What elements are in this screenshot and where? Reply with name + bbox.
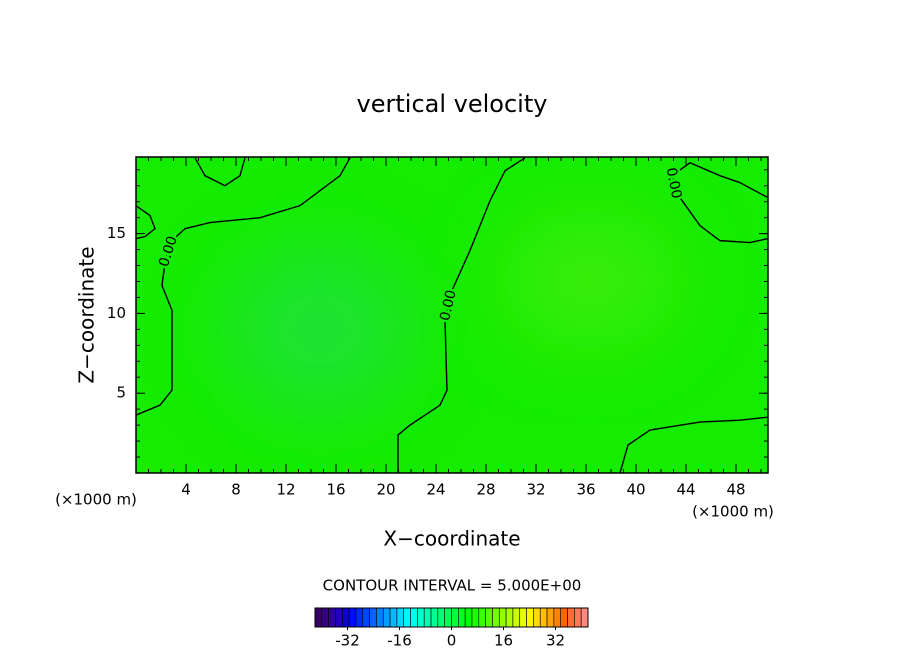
colorbar-cell — [567, 607, 575, 628]
colorbar-cell — [546, 607, 555, 628]
x-unit: (×1000 m) — [692, 503, 774, 521]
colorbar-cell — [451, 607, 459, 628]
colorbar-cell — [574, 607, 582, 628]
colorbar-cell — [396, 607, 405, 628]
x-tick-label: 8 — [231, 481, 241, 499]
colorbar-tick-label: 16 — [494, 632, 513, 650]
colorbar-cell — [539, 607, 548, 628]
colorbar-cell — [321, 607, 329, 628]
colorbar-cell — [519, 607, 527, 628]
contour-line — [671, 161, 768, 244]
colorbar-cell — [417, 607, 425, 628]
x-tick-label: 48 — [726, 481, 745, 499]
colorbar-tick-label: 32 — [546, 632, 565, 650]
colorbar-cell — [580, 607, 589, 628]
colorbar-cell — [348, 607, 357, 628]
colorbar-cell — [430, 607, 439, 628]
colorbar-cell — [410, 607, 418, 628]
colorbar-cell — [471, 607, 480, 628]
colorbar-cell — [376, 607, 384, 628]
contour-interval: CONTOUR INTERVAL = 5.000E+00 — [323, 577, 582, 595]
colorbar-tick-label: 0 — [447, 632, 457, 650]
x-axis-label: X−coordinate — [383, 527, 520, 551]
colorbar-cell — [560, 607, 568, 628]
x-tick-label: 40 — [626, 481, 645, 499]
colorbar-tick-label: -32 — [335, 632, 360, 650]
colorbar-cell — [458, 607, 466, 628]
colorbar-cell — [437, 607, 445, 628]
plot-frame — [135, 156, 769, 474]
y-unit: (×1000 m) — [55, 491, 137, 509]
colorbar-cell — [423, 607, 432, 628]
colorbar-cell — [389, 607, 398, 628]
x-tick-label: 44 — [676, 481, 695, 499]
y-tick-label: 10 — [107, 304, 126, 322]
colorbar-cell — [464, 607, 473, 628]
colorbar-cell — [526, 607, 534, 628]
colorbar-cell — [382, 607, 391, 628]
contour-line — [136, 157, 351, 416]
colorbar-cell — [512, 607, 521, 628]
y-tick-label: 5 — [116, 384, 126, 402]
x-tick-label: 24 — [426, 481, 445, 499]
colorbar-cell — [355, 607, 364, 628]
contour-line — [136, 205, 156, 240]
colorbar-cell — [403, 607, 411, 628]
x-tick-label: 28 — [476, 481, 495, 499]
contour-line — [619, 416, 768, 473]
contour-line — [397, 157, 526, 473]
colorbar-cell — [485, 607, 493, 628]
x-tick-label: 20 — [376, 481, 395, 499]
colorbar-tick-label: -16 — [387, 632, 412, 650]
x-tick-label: 32 — [526, 481, 545, 499]
x-tick-label: 12 — [276, 481, 295, 499]
colorbar-cell — [362, 607, 370, 628]
colorbar-cell — [314, 607, 323, 628]
y-axis-label: Z−coordinate — [75, 246, 99, 383]
y-tick-label: 15 — [107, 224, 126, 242]
chart-title: vertical velocity — [357, 90, 548, 118]
colorbar-cell — [498, 607, 507, 628]
colorbar-cell — [478, 607, 486, 628]
colorbar-cell — [505, 607, 514, 628]
colorbar-cell — [492, 607, 500, 628]
x-tick-label: 4 — [181, 481, 191, 499]
colorbar-cell — [553, 607, 561, 628]
colorbar-cell — [341, 607, 350, 628]
x-tick-label: 16 — [326, 481, 345, 499]
x-tick-label: 36 — [576, 481, 595, 499]
colorbar-cell — [444, 607, 452, 628]
colorbar-cell — [328, 607, 336, 628]
contour-line — [194, 157, 246, 187]
colorbar-cell — [533, 607, 541, 628]
colorbar-cell — [369, 607, 377, 628]
colorbar-cell — [335, 607, 343, 628]
field — [136, 157, 768, 473]
